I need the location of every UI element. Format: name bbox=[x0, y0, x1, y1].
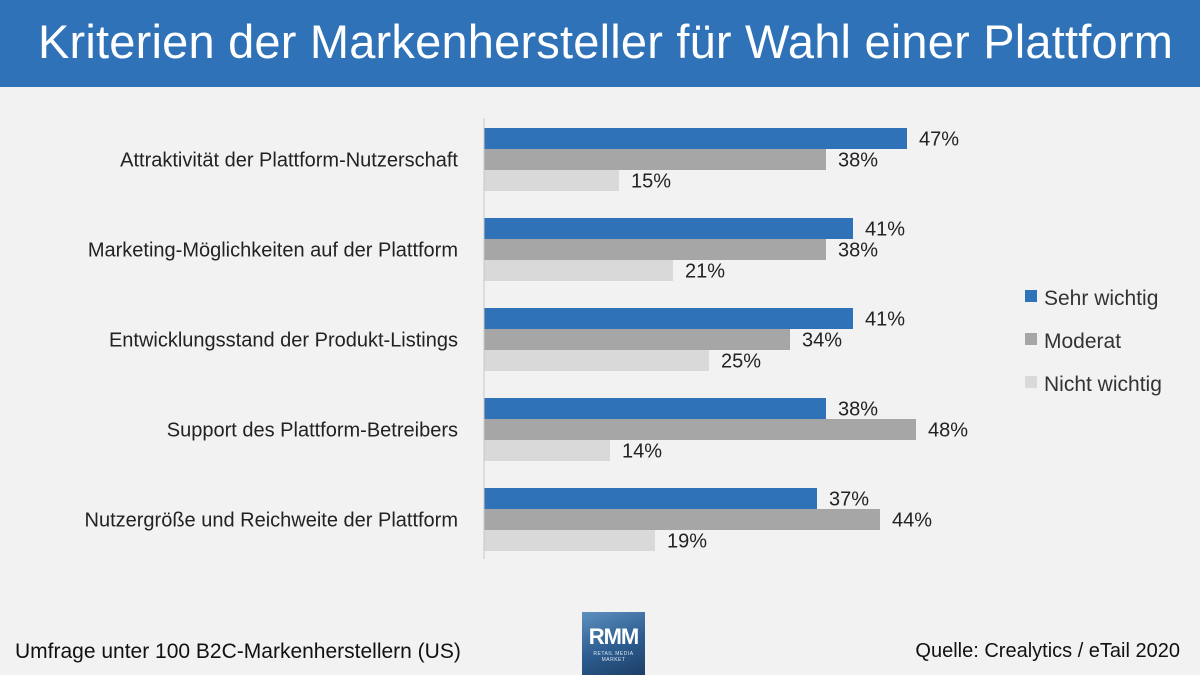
category-label: Attraktivität der Plattform-Nutzerschaft bbox=[120, 150, 458, 172]
data-label: 25% bbox=[721, 351, 761, 373]
bar bbox=[484, 398, 826, 419]
data-label: 34% bbox=[802, 330, 842, 352]
category-label: Nutzergröße und Reichweite der Plattform bbox=[85, 510, 459, 532]
legend-swatch bbox=[1025, 333, 1037, 345]
data-label: 38% bbox=[838, 399, 878, 421]
title-bar: Kriterien der Markenhersteller für Wahl … bbox=[0, 0, 1200, 87]
data-label: 47% bbox=[919, 129, 959, 151]
bar bbox=[484, 488, 817, 509]
data-label: 44% bbox=[892, 510, 932, 532]
legend-label: Moderat bbox=[1044, 330, 1121, 353]
data-label: 14% bbox=[622, 441, 662, 463]
legend-swatch bbox=[1025, 290, 1037, 302]
data-label: 41% bbox=[865, 309, 905, 331]
bar bbox=[484, 308, 853, 329]
data-label: 48% bbox=[928, 420, 968, 442]
legend-label: Nicht wichtig bbox=[1044, 373, 1162, 396]
data-label: 38% bbox=[838, 150, 878, 172]
data-label: 15% bbox=[631, 171, 671, 193]
bar bbox=[484, 218, 853, 239]
bar bbox=[484, 350, 709, 371]
legend-swatch bbox=[1025, 376, 1037, 388]
data-label: 37% bbox=[829, 489, 869, 511]
logo-text: RMM bbox=[588, 624, 640, 649]
category-label: Support des Plattform-Betreibers bbox=[167, 420, 458, 442]
category-label: Entwicklungsstand der Produkt-Listings bbox=[109, 330, 458, 352]
bar bbox=[484, 260, 673, 281]
bar bbox=[484, 239, 826, 260]
bar bbox=[484, 509, 880, 530]
bar bbox=[484, 530, 655, 551]
data-label: 41% bbox=[865, 219, 905, 241]
data-label: 19% bbox=[667, 531, 707, 553]
page-title: Kriterien der Markenhersteller für Wahl … bbox=[38, 15, 1174, 68]
bar bbox=[484, 329, 790, 350]
bar bbox=[484, 170, 619, 191]
data-label: 38% bbox=[838, 240, 878, 262]
survey-note: Umfrage unter 100 B2C-Markenherstellern … bbox=[15, 640, 461, 663]
logo-subtext: RETAIL MEDIA MARKET bbox=[593, 651, 634, 663]
source-note: Quelle: Crealytics / eTail 2020 bbox=[915, 640, 1180, 662]
data-label: 21% bbox=[685, 261, 725, 283]
bar bbox=[484, 440, 610, 461]
bar bbox=[484, 419, 916, 440]
legend-label: Sehr wichtig bbox=[1044, 287, 1158, 310]
rmm-logo: RMM RETAIL MEDIA MARKET bbox=[582, 612, 645, 675]
category-label: Marketing-Möglichkeiten auf der Plattfor… bbox=[88, 240, 458, 262]
bar bbox=[484, 149, 826, 170]
bar bbox=[484, 128, 907, 149]
